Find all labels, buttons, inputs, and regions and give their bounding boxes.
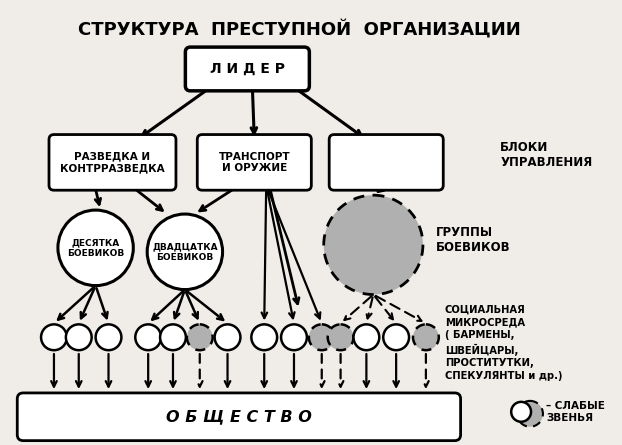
Circle shape [328,324,353,350]
Circle shape [383,324,409,350]
Text: ТРАНСПОРТ
И ОРУЖИЕ: ТРАНСПОРТ И ОРУЖИЕ [218,152,290,173]
Text: – СЛАБЫЕ
ЗВЕНЬЯ: – СЛАБЫЕ ЗВЕНЬЯ [546,401,605,423]
Text: ДЕСЯТКА
БОЕВИКОВ: ДЕСЯТКА БОЕВИКОВ [67,238,124,258]
Text: О Б Щ Е С Т В О: О Б Щ Е С Т В О [167,409,312,424]
Circle shape [66,324,91,350]
Circle shape [58,210,133,286]
Circle shape [413,324,439,350]
Circle shape [281,324,307,350]
Circle shape [323,195,423,295]
Circle shape [309,324,335,350]
Circle shape [147,214,223,290]
Text: СОЦИАЛЬНАЯ
МИКРОСРЕДА
( БАРМЕНЫ,
ШВЕЙЦАРЫ,
ПРОСТИТУТКИ,
СПЕКУЛЯНТЫ и др.): СОЦИАЛЬНАЯ МИКРОСРЕДА ( БАРМЕНЫ, ШВЕЙЦАР… [445,304,562,381]
Text: ГРУППЫ
БОЕВИКОВ: ГРУППЫ БОЕВИКОВ [436,226,511,254]
FancyBboxPatch shape [49,134,176,190]
Circle shape [136,324,161,350]
Text: Л И Д Е Р: Л И Д Е Р [210,62,285,76]
FancyBboxPatch shape [17,393,461,441]
Circle shape [511,402,531,422]
FancyBboxPatch shape [197,134,312,190]
Text: СТРУКТУРА  ПРЕСТУПНОЙ  ОРГАНИЗАЦИИ: СТРУКТУРА ПРЕСТУПНОЙ ОРГАНИЗАЦИИ [78,19,521,38]
Circle shape [353,324,379,350]
Text: БЛОКИ
УПРАВЛЕНИЯ: БЛОКИ УПРАВЛЕНИЯ [500,142,593,170]
Circle shape [96,324,121,350]
FancyBboxPatch shape [329,134,443,190]
Circle shape [41,324,67,350]
Text: РАЗВЕДКА И
КОНТРРАЗВЕДКА: РАЗВЕДКА И КОНТРРАЗВЕДКА [60,152,165,173]
Circle shape [187,324,213,350]
Circle shape [215,324,241,350]
Circle shape [251,324,277,350]
Circle shape [160,324,186,350]
Text: ДВАДЦАТКА
БОЕВИКОВ: ДВАДЦАТКА БОЕВИКОВ [152,242,218,262]
FancyBboxPatch shape [185,47,309,91]
Circle shape [517,401,543,427]
